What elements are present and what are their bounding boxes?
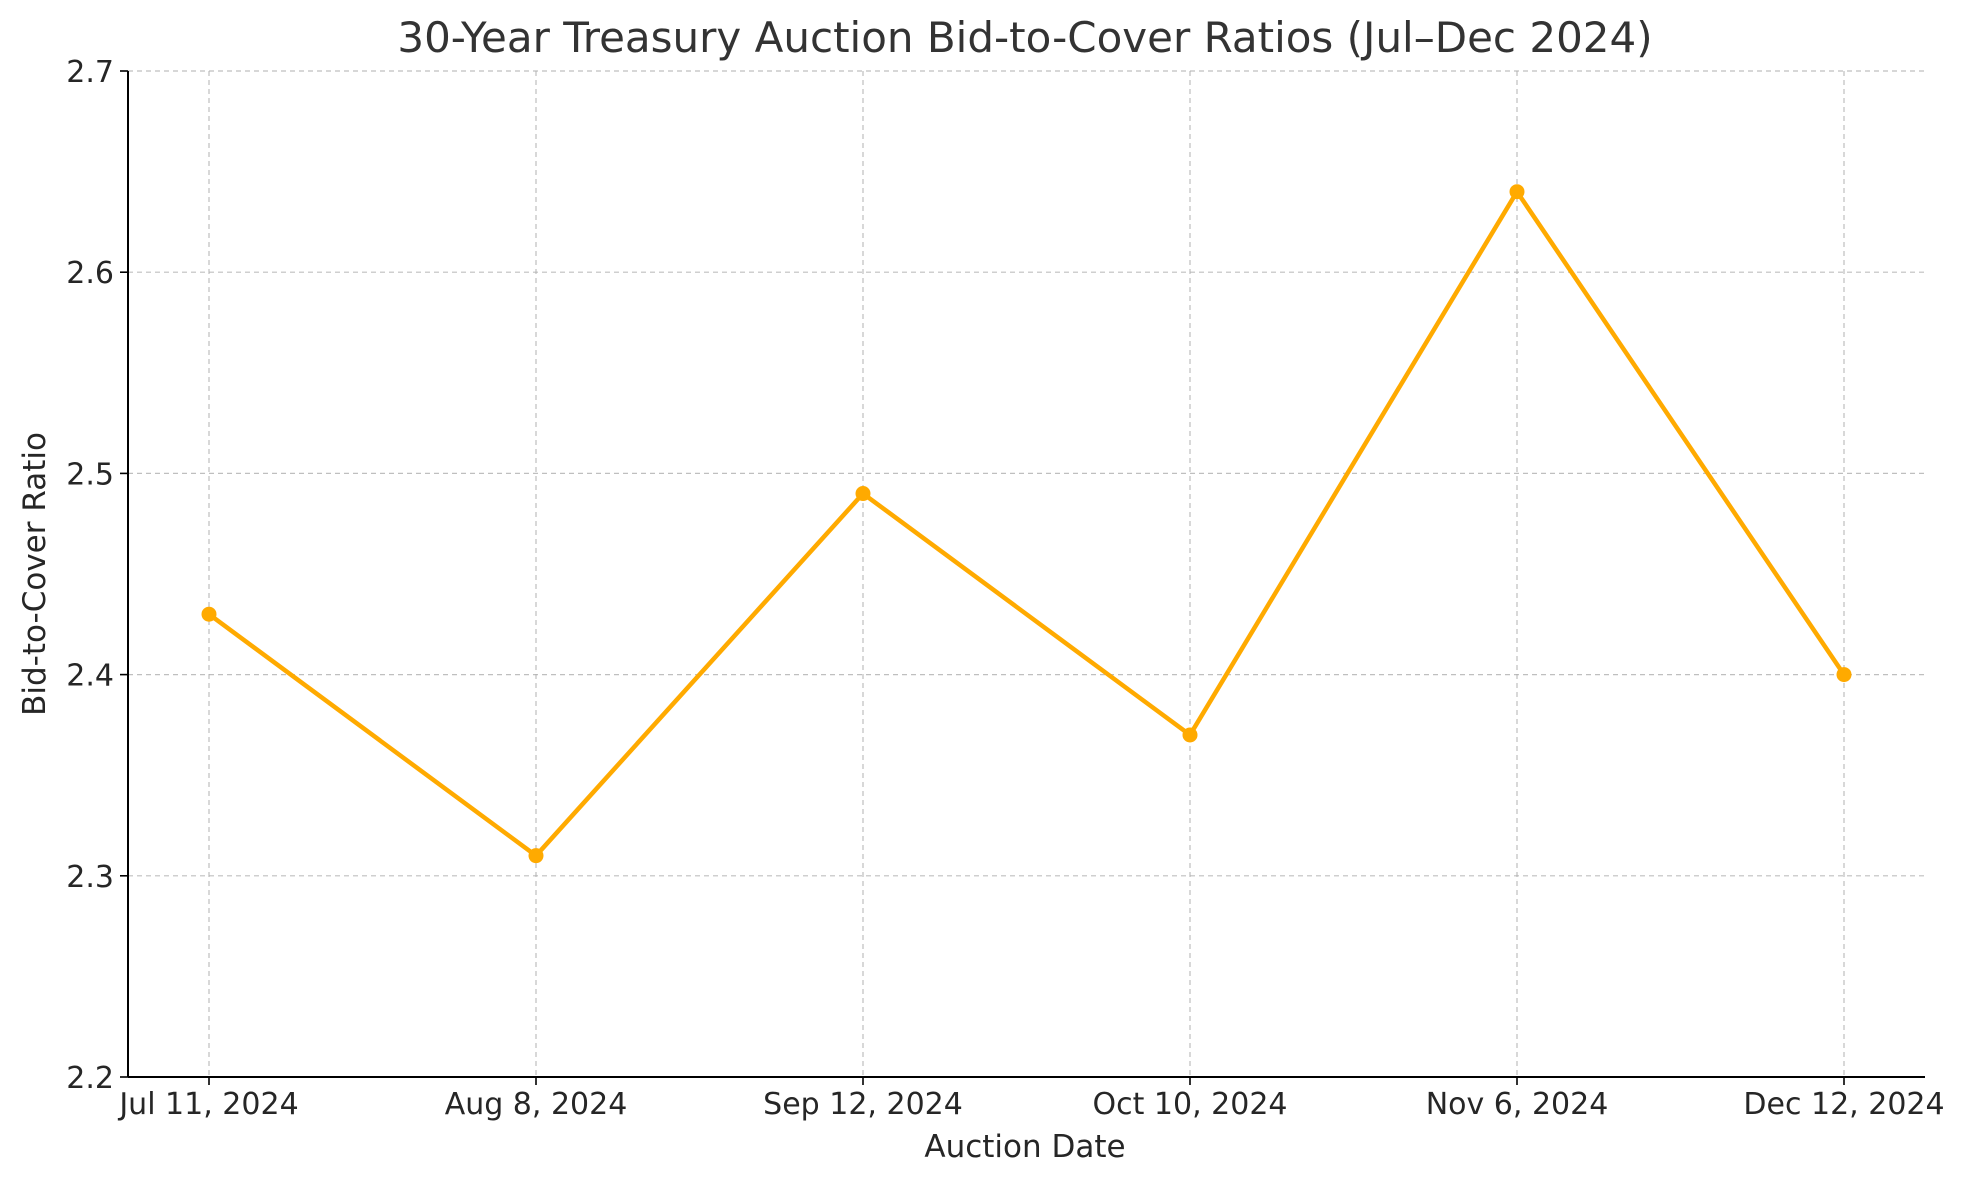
y-tick-label: 2.4 bbox=[66, 659, 114, 694]
y-axis-ticks: 2.2 2.3 2.4 2.5 2.6 2.7 bbox=[66, 55, 128, 1096]
x-tick-label: Nov 6, 2024 bbox=[1426, 1087, 1609, 1122]
data-point bbox=[1836, 667, 1852, 683]
y-tick-label: 2.6 bbox=[66, 256, 114, 291]
data-point bbox=[1509, 184, 1525, 200]
x-axis-label: Auction Date bbox=[924, 1129, 1125, 1165]
data-point bbox=[528, 848, 544, 864]
series-line bbox=[206, 189, 1847, 858]
y-tick-label: 2.3 bbox=[66, 860, 114, 895]
chart-title: 30-Year Treasury Auction Bid-to-Cover Ra… bbox=[397, 13, 1652, 62]
data-point bbox=[855, 486, 871, 502]
x-tick-label: Sep 12, 2024 bbox=[763, 1087, 963, 1122]
axes bbox=[127, 71, 1925, 1078]
x-tick-label: Dec 12, 2024 bbox=[1743, 1087, 1944, 1122]
x-tick-label: Oct 10, 2024 bbox=[1093, 1087, 1288, 1122]
data-point bbox=[1182, 727, 1198, 743]
x-axis-ticks: Jul 11, 2024 Aug 8, 2024 Sep 12, 2024 Oct 1… bbox=[117, 1077, 1945, 1122]
data-point bbox=[201, 606, 217, 622]
y-tick-label: 2.5 bbox=[66, 457, 114, 492]
y-tick-label: 2.2 bbox=[66, 1061, 114, 1096]
y-axis-label: Bid-to-Cover Ratio bbox=[17, 432, 53, 716]
x-tick-label: Jul 11, 2024 bbox=[117, 1087, 298, 1122]
series bbox=[201, 184, 1852, 864]
x-tick-label: Aug 8, 2024 bbox=[445, 1087, 628, 1122]
grid bbox=[128, 70, 1925, 1078]
y-tick-label: 2.7 bbox=[66, 55, 114, 90]
